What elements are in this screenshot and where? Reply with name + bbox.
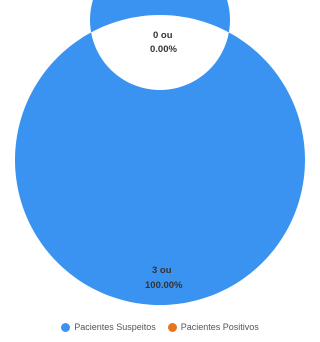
slice-label-positivos-percent: 0.00% xyxy=(150,44,177,55)
legend-label-suspeitos: Pacientes Suspeitos xyxy=(74,322,156,332)
chart-legend: Pacientes Suspeitos Pacientes Positivos xyxy=(0,322,320,332)
slice-label-positivos-count: 0 ou xyxy=(153,30,173,41)
legend-item-suspeitos[interactable]: Pacientes Suspeitos xyxy=(61,322,156,332)
legend-dot-positivos xyxy=(168,323,177,332)
donut-chart-svg: 0 ou 0.00% 3 ou 100.00% xyxy=(0,0,320,320)
slice-label-suspeitos-percent: 100.00% xyxy=(145,280,183,291)
legend-dot-suspeitos xyxy=(61,323,70,332)
legend-item-positivos[interactable]: Pacientes Positivos xyxy=(168,322,259,332)
slice-label-suspeitos-count: 3 ou xyxy=(152,265,172,276)
legend-label-positivos: Pacientes Positivos xyxy=(181,322,259,332)
